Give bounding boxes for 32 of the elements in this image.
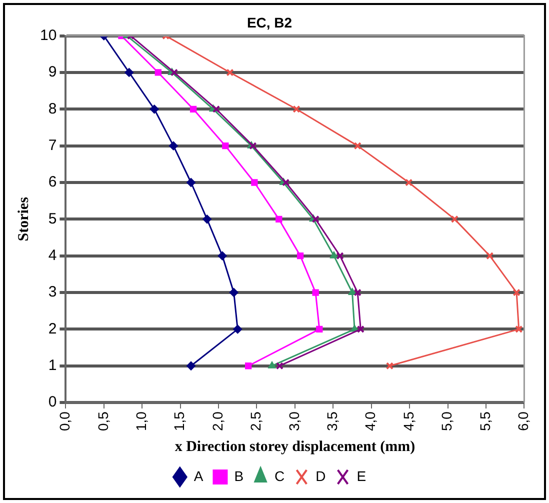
y-tick-label: 5 [48,210,57,228]
legend-label: E [356,468,366,484]
y-tick-label: 9 [48,64,57,81]
x-tick-label: 0,5 [94,411,111,432]
x-tick-label: 5,5 [476,411,493,432]
x-tick-label: 4,5 [400,411,416,432]
x-tick-label: 6,0 [515,411,532,432]
legend-label: A [194,468,204,484]
y-tick-label: 2 [48,320,57,338]
y-tick-label: 4 [48,246,57,264]
y-tick-label: 6 [48,174,57,191]
legend-label: C [274,468,285,484]
x-axis-title: x Direction storey displacement (mm) [174,438,416,455]
x-tick-label: 2,0 [209,411,226,432]
x-tick-label: 1,5 [171,411,188,432]
x-tick-label: 2,5 [248,411,264,432]
x-tick-label: 4,0 [362,411,378,432]
chart-title: EC, B2 [246,14,292,30]
x-tick-label: 0,0 [56,411,73,432]
x-tick-label: 3,0 [286,411,302,432]
legend-label: D [316,468,326,484]
y-tick-label: 3 [48,284,57,301]
y-tick-label: 10 [40,26,57,44]
y-tick-label: 0 [48,394,57,411]
y-tick-label: 1 [48,357,57,374]
y-axis-title: Stories [16,196,32,242]
y-tick-label: 8 [48,100,57,118]
legend-label: B [234,468,244,484]
x-tick-label: 3,5 [324,411,340,432]
x-tick-label: 1,0 [132,411,149,432]
x-tick-label: 5,0 [438,411,455,432]
y-tick-label: 7 [48,136,57,154]
